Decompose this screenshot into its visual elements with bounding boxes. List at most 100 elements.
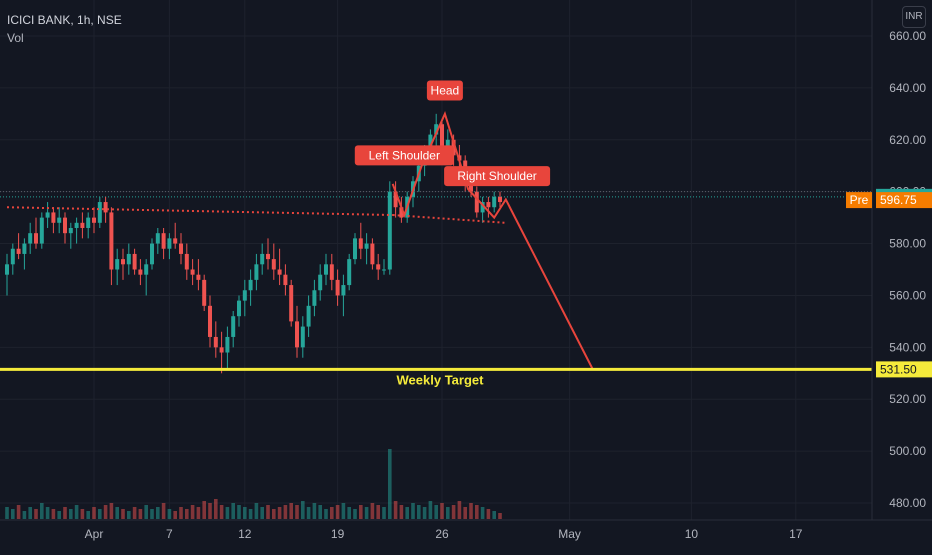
candle (271, 243, 276, 280)
candle (103, 196, 108, 223)
candle-body (428, 134, 433, 151)
volume-bar (440, 503, 444, 519)
candle (57, 207, 62, 234)
candle (39, 212, 44, 249)
candle (474, 186, 479, 218)
price-axis (872, 0, 932, 550)
candle-body (492, 196, 497, 208)
volume-bar (231, 503, 235, 519)
x-tick-label: 17 (789, 527, 803, 541)
candle (277, 248, 282, 286)
candle-body (190, 269, 195, 275)
candle (179, 233, 183, 265)
candle-body (306, 305, 311, 327)
candle (86, 212, 91, 239)
candle (492, 191, 497, 213)
candle (231, 311, 236, 348)
candle-body (480, 202, 485, 213)
pre-tag-text: Pre (850, 193, 869, 207)
volume-bar (324, 509, 328, 519)
candle-body (260, 253, 265, 265)
volume-bar (364, 507, 369, 519)
volume-bar (422, 507, 427, 519)
y-tick-label: 540.00 (889, 340, 926, 354)
candle (34, 217, 38, 249)
candle (22, 238, 27, 270)
volume-bar (289, 503, 293, 519)
target-price-badge-text: 531.50 (880, 362, 917, 376)
candle (80, 212, 85, 239)
candle-body (231, 316, 236, 337)
volume-bar (353, 509, 357, 519)
neckline (392, 214, 506, 224)
candle (184, 243, 189, 280)
candle-body (126, 253, 131, 265)
volume-bar (5, 507, 9, 519)
candle-body (387, 191, 392, 270)
volume-bar (208, 503, 212, 519)
volume-bar (225, 507, 230, 519)
candle-body (347, 259, 352, 286)
candle (16, 233, 21, 260)
x-axis-ticks: Apr 7 12 19 26 May 10 17 (85, 527, 803, 541)
volume-bar (127, 511, 131, 519)
candle (213, 321, 218, 358)
volume-bar (28, 507, 32, 519)
candle (28, 222, 33, 254)
candle (358, 222, 363, 260)
volume-bar (34, 509, 38, 519)
candle-body (103, 202, 108, 213)
y-axis-ticks: 660.00640.00620.00600.00580.00560.00540.… (889, 29, 926, 510)
candle (161, 227, 166, 260)
candle (480, 196, 485, 223)
volume-bar (51, 509, 56, 519)
x-tick-label: 19 (331, 527, 345, 541)
candle (92, 207, 96, 234)
right-shoulder-label: Right Shoulder (444, 166, 551, 187)
x-tick-label: 10 (685, 527, 699, 541)
candle-body (208, 305, 212, 337)
volume-bar (272, 509, 276, 519)
candle (353, 233, 357, 265)
volume-bar (63, 507, 67, 519)
volume-bar (185, 509, 189, 519)
currency-label[interactable]: INR (902, 6, 926, 28)
volume-bar (190, 505, 195, 519)
volume-bar (150, 509, 154, 519)
candle-body (121, 259, 125, 265)
candle-body (312, 290, 317, 306)
volume-bar (144, 505, 148, 519)
volume-bar (283, 505, 288, 519)
candle-body (382, 269, 386, 271)
volume-bar (498, 513, 502, 519)
candle (5, 253, 9, 296)
y-tick-label: 580.00 (889, 237, 926, 251)
volume-bar (330, 507, 334, 519)
candle-body (335, 279, 340, 296)
volume-bar (492, 511, 496, 519)
candle-body (295, 321, 299, 348)
candle (329, 253, 334, 291)
candle (45, 202, 50, 228)
candle-body (225, 336, 230, 353)
candle-body (434, 124, 439, 135)
candle (260, 243, 265, 275)
candle-body (300, 326, 305, 348)
candle-body (161, 233, 166, 249)
volume-bar (237, 505, 241, 519)
head-label-box (426, 80, 463, 101)
candle-body (63, 217, 67, 234)
candle-body (341, 285, 346, 296)
volume-bar (11, 509, 15, 519)
candle-body (242, 290, 247, 301)
candle (382, 259, 386, 275)
pre-tag-bg (846, 192, 872, 209)
volume-bar (469, 503, 473, 519)
y-tick-label: 520.00 (889, 392, 926, 406)
chart-title[interactable]: ICICI BANK, 1h, NSE (7, 13, 122, 27)
candle (370, 238, 375, 270)
volume-bar (318, 505, 322, 519)
volume-bar (277, 507, 282, 519)
candle-body (289, 285, 294, 322)
